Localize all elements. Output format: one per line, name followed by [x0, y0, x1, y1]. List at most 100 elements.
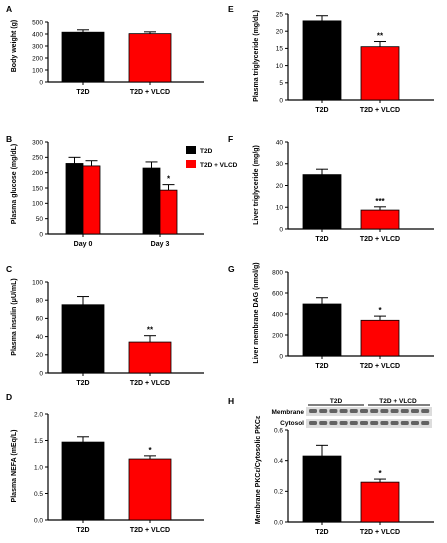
- panel-d-xtick-label: T2D + VLCD: [130, 527, 170, 534]
- panel-c-ytick-label: 80: [36, 298, 44, 305]
- panel-b-ytick-label: 250: [32, 155, 43, 162]
- panel-b-ytick-label: 150: [32, 185, 43, 192]
- panel-h-xtick-label: T2D: [315, 529, 328, 536]
- panel-c-ytick-label: 100: [32, 279, 43, 286]
- panel-b-ytick-label: 0: [39, 231, 43, 238]
- panel-b-xtick-label: Day 0: [74, 241, 93, 248]
- blot-band: [370, 421, 379, 425]
- blot-band: [380, 409, 389, 413]
- blot-band: [400, 409, 409, 413]
- panel-a-label: A: [6, 4, 12, 14]
- panel-a-xtick-label: T2D: [76, 89, 89, 96]
- blot-band: [360, 421, 368, 425]
- panel-e-ytick-label: 5: [279, 80, 283, 87]
- blot-band: [390, 409, 399, 413]
- panel-b-bar: [82, 165, 101, 235]
- panel-c-ytick-label: 60: [36, 316, 44, 323]
- blot-membrane-label: Membrane: [271, 409, 304, 416]
- panel-h-ytick-label: 0.4: [274, 458, 283, 465]
- panel-b-ytick-label: 50: [36, 216, 44, 223]
- panel-h-xtick-label: T2D + VLCD: [360, 529, 400, 536]
- panel-a-xtick-label: T2D + VLCD: [130, 89, 170, 96]
- panel-g-ylabel: Liver membrane DAG (nmol/g): [253, 262, 260, 363]
- panel-h-significance-label: *: [378, 469, 382, 478]
- panel-c-xtick-label: T2D: [76, 380, 89, 387]
- blot-band: [390, 421, 399, 425]
- panel-h-ytick-label: 0.2: [274, 489, 283, 496]
- panel-c-bar: [61, 304, 105, 374]
- panel-c: C Plasma insulin (μU/mL) 0 20 40 60 80 100 T2D…: [6, 264, 204, 387]
- panel-d-ytick-label: 2.0: [34, 411, 43, 418]
- blot-band: [309, 409, 317, 413]
- panel-e-ytick-label: 20: [276, 29, 284, 36]
- panel-a-ytick-label: 400: [32, 31, 43, 38]
- panel-g-label: G: [228, 264, 235, 274]
- panel-b-bar: [159, 189, 178, 235]
- panel-a: A Body weight (g) 0 100 200 300 400 500 T2D T2D…: [6, 4, 204, 96]
- panel-a-ytick-label: 300: [32, 43, 43, 50]
- panel-d-ylabel: Plasma NEFA (mEq/L): [11, 430, 18, 503]
- panel-d-significance-label: *: [148, 446, 152, 455]
- blot-band: [400, 421, 409, 425]
- panel-f-ytick-label: 40: [276, 139, 284, 146]
- panel-a-ytick-label: 500: [32, 19, 43, 26]
- blot-band: [329, 421, 338, 425]
- panel-c-xtick-label: T2D + VLCD: [130, 380, 170, 387]
- panel-g-ytick-label: 600: [272, 290, 283, 297]
- panel-f-ytick-label: 10: [276, 205, 284, 212]
- panel-d-label: D: [6, 392, 12, 402]
- blot-bands: [309, 409, 430, 425]
- panel-f-ytick-label: 20: [276, 183, 284, 190]
- panel-e-xtick-label: T2D + VLCD: [360, 107, 400, 114]
- panel-a-ytick-label: 0: [39, 79, 43, 86]
- panel-f-bar: [360, 209, 400, 230]
- panel-d-ytick-label: 0.0: [34, 517, 43, 524]
- panel-d-bar: [128, 458, 172, 521]
- blot-band: [370, 409, 379, 413]
- legend-label-t2d: T2D: [200, 148, 213, 155]
- panel-e-bar: [360, 46, 400, 101]
- blot-band: [380, 421, 389, 425]
- panel-g-ytick-label: 400: [272, 311, 283, 318]
- blot-band: [421, 409, 430, 413]
- panel-b-ytick-label: 200: [32, 170, 43, 177]
- panel-g: G Liver membrane DAG (nmol/g) 0 200 400 600…: [228, 262, 434, 370]
- panel-b-ytick-label: 100: [32, 201, 43, 208]
- panel-h-ytick-label: 0.0: [274, 519, 283, 526]
- panel-g-significance-label: *: [378, 306, 382, 315]
- panel-d-bar: [61, 441, 105, 521]
- panel-a-bar: [61, 31, 105, 83]
- panel-e-label: E: [228, 4, 234, 14]
- blot-group-t2d: T2D: [330, 398, 343, 405]
- blot-cytosol-strip: [306, 419, 432, 428]
- panel-c-ytick-label: 20: [36, 352, 44, 359]
- panel-f-ytick-label: 30: [276, 161, 284, 168]
- panel-e-ytick-label: 25: [276, 11, 284, 18]
- blot-band: [329, 409, 338, 413]
- panel-f-label: F: [228, 134, 233, 144]
- panel-e-ytick-label: 10: [276, 63, 284, 70]
- panel-a-ytick-label: 100: [32, 67, 43, 74]
- panel-c-ytick-label: 40: [36, 334, 44, 341]
- panel-c-bar: [128, 341, 172, 374]
- panel-g-bar: [360, 319, 400, 357]
- panel-h: H Membrane PKCε/Cytosolic PKCε T2D T2D +…: [228, 396, 434, 536]
- panel-h-ytick-label: 0.6: [274, 427, 283, 434]
- panel-c-significance-label: **: [147, 326, 154, 335]
- panel-c-ylabel: Plasma insulin (μU/mL): [11, 278, 18, 355]
- panel-b-bar: [142, 167, 161, 235]
- panel-h-bar: [360, 481, 400, 523]
- legend-swatch-t2d: [186, 146, 196, 154]
- panel-e-bar: [302, 20, 342, 101]
- blot-band: [411, 421, 419, 425]
- panel-h-label: H: [228, 396, 234, 406]
- panel-a-ytick-label: 200: [32, 55, 43, 62]
- panel-b-significance-label: *: [167, 175, 171, 184]
- panel-b-label: B: [6, 134, 12, 144]
- panel-a-ylabel: Body weight (g): [11, 20, 18, 73]
- panel-d: D Plasma NEFA (mEq/L) 0.0 0.5 1.0 1.5 2.0 T2D…: [6, 392, 204, 534]
- blot-group-t2d-vlcd: T2D + VLCD: [379, 398, 417, 405]
- blot-band: [349, 421, 358, 425]
- panel-e-ytick-label: 0: [279, 97, 283, 104]
